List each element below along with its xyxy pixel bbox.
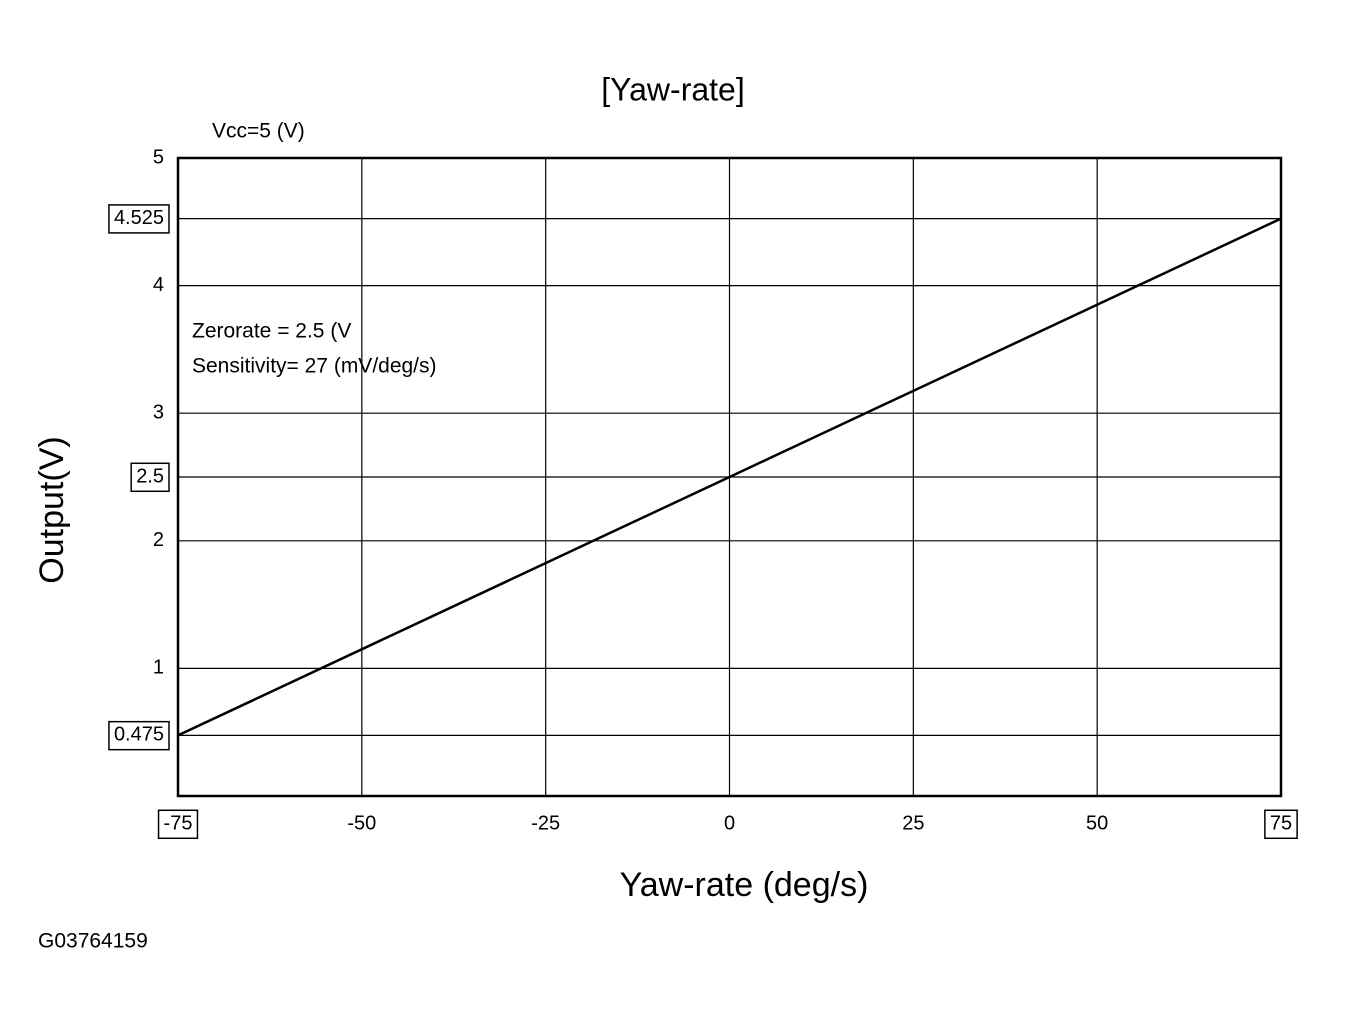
y-tick-label: 3 <box>153 401 164 423</box>
y-tick-label: 4 <box>153 274 164 296</box>
x-tick-label: 75 <box>1270 812 1292 834</box>
x-tick-label: 50 <box>1086 812 1108 834</box>
x-tick-label: -75 <box>164 812 193 834</box>
annotation: Vcc=5 (V) <box>212 120 305 143</box>
tick-label-box <box>130 462 170 493</box>
x-tick-label: 0 <box>724 812 735 834</box>
annotation: Sensitivity= 27 (mV/deg/s) <box>192 355 437 378</box>
y-tick-label: 4.525 <box>114 207 164 229</box>
data-line <box>177 217 1282 737</box>
y-axis-label: Output(V) <box>33 436 71 583</box>
x-axis-label: Yaw-rate (deg/s) <box>620 866 869 904</box>
x-tick-label: 25 <box>902 812 924 834</box>
chart-title: [Yaw-rate] <box>601 71 744 107</box>
y-tick-label: 5 <box>153 146 164 168</box>
tick-label-box <box>108 720 170 751</box>
y-tick-label: 2.5 <box>136 465 164 487</box>
annotation: Zerorate = 2.5 (V <box>192 320 351 343</box>
x-tick-label: -50 <box>347 812 376 834</box>
x-tick-label: -25 <box>531 812 560 834</box>
tick-label-box <box>108 204 170 234</box>
y-tick-label: 2 <box>153 529 164 551</box>
figure-id: G03764159 <box>38 930 148 953</box>
tick-label-box <box>1264 809 1298 840</box>
plot-frame <box>176 156 1283 798</box>
tick-label-box <box>157 809 199 840</box>
y-tick-label: 0.475 <box>114 724 164 746</box>
y-tick-label: 1 <box>153 657 164 679</box>
